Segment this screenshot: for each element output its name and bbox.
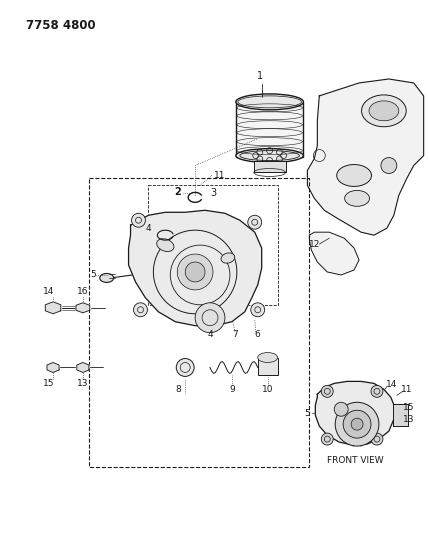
Ellipse shape: [221, 253, 235, 263]
Text: 6: 6: [255, 330, 260, 339]
Ellipse shape: [362, 95, 406, 127]
Text: 14: 14: [386, 380, 398, 389]
Text: 5: 5: [305, 409, 310, 418]
Circle shape: [177, 254, 213, 290]
Circle shape: [371, 385, 383, 397]
Circle shape: [321, 385, 333, 397]
Ellipse shape: [157, 239, 174, 252]
Circle shape: [195, 303, 225, 333]
Polygon shape: [45, 302, 61, 314]
Text: 13: 13: [403, 415, 414, 424]
Ellipse shape: [100, 273, 114, 282]
Text: 15: 15: [403, 403, 414, 412]
Text: 5: 5: [90, 270, 96, 279]
Circle shape: [381, 158, 397, 173]
Text: 2: 2: [174, 188, 181, 197]
Text: 4: 4: [145, 224, 151, 233]
Circle shape: [343, 410, 371, 438]
Bar: [393, 404, 408, 426]
Polygon shape: [129, 211, 262, 326]
Ellipse shape: [369, 101, 399, 121]
Bar: [254, 160, 286, 173]
Polygon shape: [77, 362, 89, 373]
Text: 8: 8: [175, 385, 181, 394]
Polygon shape: [315, 382, 395, 445]
Text: 10: 10: [262, 385, 273, 394]
Circle shape: [176, 359, 194, 376]
Circle shape: [133, 303, 148, 317]
Bar: [258, 358, 278, 375]
Bar: [236, 102, 303, 157]
Text: 12: 12: [309, 240, 321, 248]
Ellipse shape: [337, 165, 372, 187]
Ellipse shape: [344, 190, 369, 206]
Circle shape: [351, 418, 363, 430]
Bar: [148, 185, 278, 305]
Text: 4: 4: [207, 330, 213, 339]
Polygon shape: [308, 79, 423, 235]
Circle shape: [132, 213, 145, 227]
Text: 3: 3: [210, 188, 216, 198]
Text: 13: 13: [77, 379, 89, 388]
Polygon shape: [47, 362, 59, 373]
Ellipse shape: [236, 94, 303, 110]
Text: 11: 11: [214, 171, 226, 180]
Text: 7758 4800: 7758 4800: [26, 19, 96, 33]
Circle shape: [335, 402, 379, 446]
Ellipse shape: [258, 352, 278, 362]
Circle shape: [251, 303, 265, 317]
Circle shape: [248, 215, 262, 229]
Circle shape: [185, 262, 205, 282]
Circle shape: [334, 402, 348, 416]
Bar: [89, 179, 309, 467]
Text: 15: 15: [43, 379, 55, 388]
Polygon shape: [76, 303, 90, 313]
Ellipse shape: [236, 149, 303, 163]
Polygon shape: [309, 232, 359, 275]
Bar: [393, 404, 408, 426]
Text: 7: 7: [232, 330, 238, 339]
Text: 1: 1: [257, 71, 263, 81]
Text: 16: 16: [77, 287, 89, 296]
Text: FRONT VIEW: FRONT VIEW: [327, 456, 384, 465]
Text: 11: 11: [401, 385, 413, 394]
Circle shape: [371, 433, 383, 445]
Text: 9: 9: [229, 385, 235, 394]
Text: 14: 14: [43, 287, 55, 296]
Circle shape: [321, 433, 333, 445]
